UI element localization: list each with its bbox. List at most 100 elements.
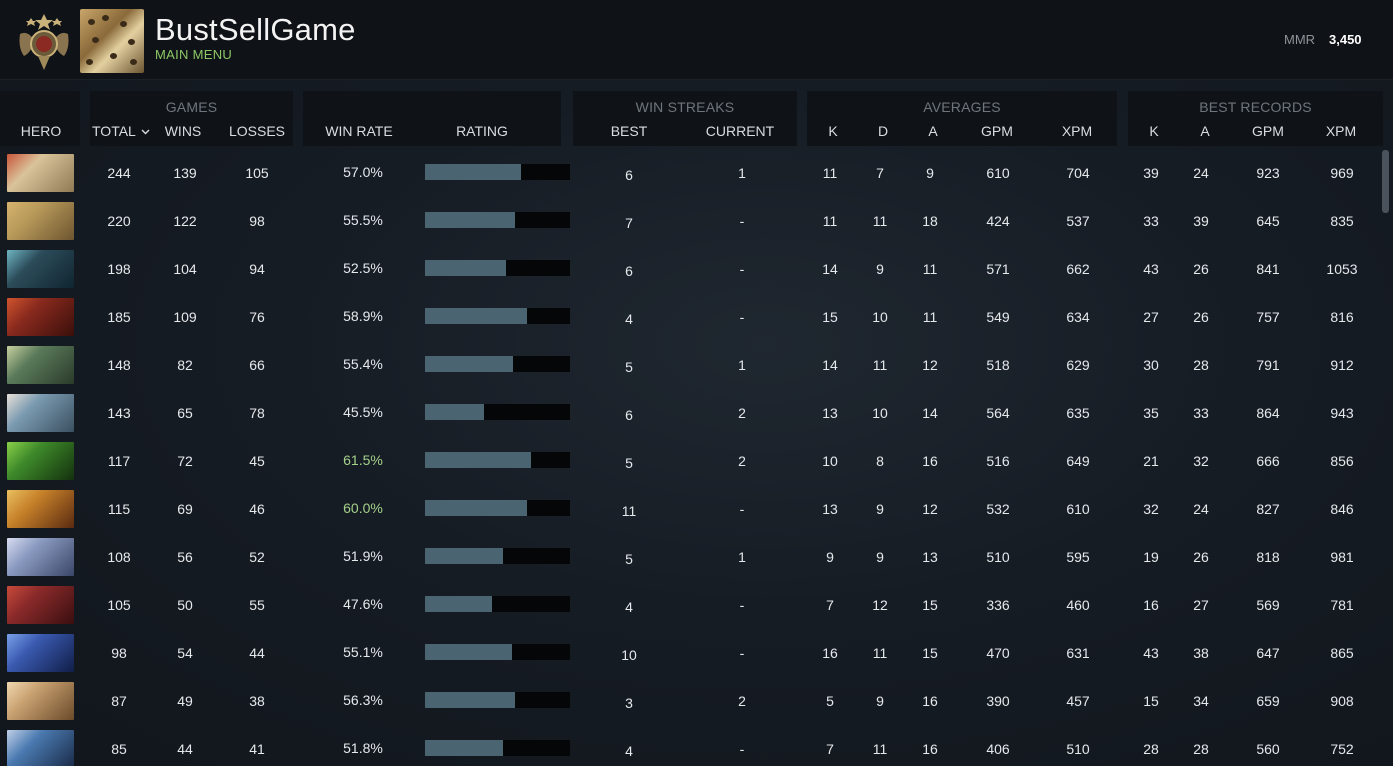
column-hero[interactable]: HERO bbox=[20, 123, 62, 139]
cell-win-rate: 55.1% bbox=[343, 644, 383, 660]
hero-portrait[interactable] bbox=[7, 394, 74, 432]
cell-avg-gpm: 518 bbox=[986, 357, 1010, 373]
cell-losses: 44 bbox=[249, 645, 265, 661]
cell-avg-xpm: 610 bbox=[1066, 501, 1090, 517]
table-row[interactable]: 108 56 52 51.9% 5 1 9 9 13 510 595 19 26 818 981 bbox=[0, 534, 1380, 582]
hero-portrait[interactable] bbox=[7, 250, 74, 288]
cell-current-streak: 2 bbox=[738, 693, 746, 709]
column-avg-assists[interactable]: A bbox=[928, 123, 938, 139]
cell-total: 98 bbox=[111, 645, 127, 661]
cell-wins: 50 bbox=[177, 597, 193, 613]
column-total[interactable]: TOTAL bbox=[92, 123, 150, 139]
player-avatar[interactable] bbox=[80, 9, 144, 73]
hero-portrait[interactable] bbox=[7, 586, 74, 624]
column-best-assists[interactable]: A bbox=[1200, 123, 1210, 139]
main-menu-link[interactable]: MAIN MENU bbox=[155, 47, 233, 62]
table-row[interactable]: 198 104 94 52.5% 6 - 14 9 11 571 662 43 26 841 1053 bbox=[0, 246, 1380, 294]
column-win-rate[interactable]: WIN RATE bbox=[325, 123, 393, 139]
rating-bar bbox=[425, 260, 570, 276]
cell-best-xpm: 835 bbox=[1330, 213, 1354, 229]
cell-best-streak: 4 bbox=[625, 743, 633, 759]
column-losses[interactable]: LOSSES bbox=[228, 123, 286, 139]
cell-best-gpm: 841 bbox=[1256, 261, 1280, 277]
column-best-streak[interactable]: BEST bbox=[610, 123, 648, 139]
rating-bar-fill bbox=[425, 596, 492, 612]
hero-portrait[interactable] bbox=[7, 538, 74, 576]
win-streaks-group-title: WIN STREAKS bbox=[635, 99, 735, 115]
column-best-kills[interactable]: K bbox=[1149, 123, 1159, 139]
column-wins[interactable]: WINS bbox=[164, 123, 202, 139]
table-row[interactable]: 98 54 44 55.1% 10 - 16 11 15 470 631 43 38 647 865 bbox=[0, 630, 1380, 678]
cell-avg-kills: 5 bbox=[826, 693, 834, 709]
hero-portrait[interactable] bbox=[7, 730, 74, 766]
winrate-header-box bbox=[303, 91, 561, 146]
cell-total: 85 bbox=[111, 741, 127, 757]
hero-portrait[interactable] bbox=[7, 682, 74, 720]
column-best-gpm[interactable]: GPM bbox=[1252, 123, 1284, 139]
cell-current-streak: - bbox=[739, 309, 745, 325]
column-avg-gpm[interactable]: GPM bbox=[981, 123, 1013, 139]
column-avg-xpm[interactable]: XPM bbox=[1061, 123, 1093, 139]
cell-avg-xpm: 460 bbox=[1066, 597, 1090, 613]
rating-bar bbox=[425, 548, 570, 564]
cell-losses: 98 bbox=[249, 213, 265, 229]
cell-losses: 76 bbox=[249, 309, 265, 325]
cell-best-kills: 43 bbox=[1143, 261, 1159, 277]
table-row[interactable]: 115 69 46 60.0% 11 - 13 9 12 532 610 32 24 827 846 bbox=[0, 486, 1380, 534]
table-row[interactable]: 85 44 41 51.8% 4 - 7 11 16 406 510 28 28 560 752 bbox=[0, 726, 1380, 766]
cell-losses: 55 bbox=[249, 597, 265, 613]
cell-win-rate: 45.5% bbox=[343, 404, 383, 420]
column-best-xpm[interactable]: XPM bbox=[1325, 123, 1357, 139]
cell-avg-kills: 14 bbox=[822, 357, 838, 373]
cell-current-streak: 2 bbox=[738, 405, 746, 421]
rating-bar-fill bbox=[425, 260, 506, 276]
table-row[interactable]: 143 65 78 45.5% 6 2 13 10 14 564 635 35 33 864 943 bbox=[0, 390, 1380, 438]
cell-win-rate: 56.3% bbox=[343, 692, 383, 708]
cell-best-assists: 32 bbox=[1193, 453, 1209, 469]
hero-portrait[interactable] bbox=[7, 442, 74, 480]
cell-wins: 56 bbox=[177, 549, 193, 565]
column-rating[interactable]: RATING bbox=[456, 123, 508, 139]
cell-win-rate: 47.6% bbox=[343, 596, 383, 612]
cell-win-rate: 52.5% bbox=[343, 260, 383, 276]
table-row[interactable]: 220 122 98 55.5% 7 - 11 11 18 424 537 33 39 645 835 bbox=[0, 198, 1380, 246]
cell-best-streak: 4 bbox=[625, 599, 633, 615]
hero-portrait[interactable] bbox=[7, 154, 74, 192]
table-row[interactable]: 185 109 76 58.9% 4 - 15 10 11 549 634 27 26 757 816 bbox=[0, 294, 1380, 342]
cell-avg-deaths: 9 bbox=[876, 501, 884, 517]
cell-avg-gpm: 424 bbox=[986, 213, 1010, 229]
cell-avg-assists: 14 bbox=[922, 405, 938, 421]
hero-portrait[interactable] bbox=[7, 346, 74, 384]
cell-best-streak: 6 bbox=[625, 407, 633, 423]
cell-best-gpm: 827 bbox=[1256, 501, 1280, 517]
table-row[interactable]: 148 82 66 55.4% 5 1 14 11 12 518 629 30 28 791 912 bbox=[0, 342, 1380, 390]
scrollbar-thumb[interactable] bbox=[1382, 150, 1389, 213]
cell-current-streak: - bbox=[739, 501, 745, 517]
cell-losses: 78 bbox=[249, 405, 265, 421]
hero-portrait[interactable] bbox=[7, 634, 74, 672]
cell-avg-assists: 11 bbox=[922, 309, 938, 325]
cell-best-gpm: 569 bbox=[1256, 597, 1280, 613]
column-current-streak[interactable]: CURRENT bbox=[705, 123, 775, 139]
hero-portrait[interactable] bbox=[7, 490, 74, 528]
table-row[interactable]: 117 72 45 61.5% 5 2 10 8 16 516 649 21 32 666 856 bbox=[0, 438, 1380, 486]
column-avg-deaths[interactable]: D bbox=[877, 123, 889, 139]
rating-bar-fill bbox=[425, 164, 521, 180]
table-row[interactable]: 244 139 105 57.0% 6 1 11 7 9 610 704 39 24 923 969 bbox=[0, 150, 1380, 198]
cell-avg-kills: 13 bbox=[822, 501, 838, 517]
cell-wins: 54 bbox=[177, 645, 193, 661]
hero-portrait[interactable] bbox=[7, 298, 74, 336]
cell-losses: 46 bbox=[249, 501, 265, 517]
cell-current-streak: - bbox=[739, 261, 745, 277]
cell-best-assists: 24 bbox=[1193, 165, 1209, 181]
table-row[interactable]: 87 49 38 56.3% 3 2 5 9 16 390 457 15 34 659 908 bbox=[0, 678, 1380, 726]
column-total-label: TOTAL bbox=[92, 123, 136, 139]
hero-portrait[interactable] bbox=[7, 202, 74, 240]
cell-best-assists: 39 bbox=[1193, 213, 1209, 229]
table-row[interactable]: 105 50 55 47.6% 4 - 7 12 15 336 460 16 27 569 781 bbox=[0, 582, 1380, 630]
column-avg-kills[interactable]: K bbox=[828, 123, 838, 139]
best-records-group-title: BEST RECORDS bbox=[1199, 99, 1312, 115]
cell-wins: 82 bbox=[177, 357, 193, 373]
cell-best-assists: 33 bbox=[1193, 405, 1209, 421]
cell-best-streak: 6 bbox=[625, 263, 633, 279]
